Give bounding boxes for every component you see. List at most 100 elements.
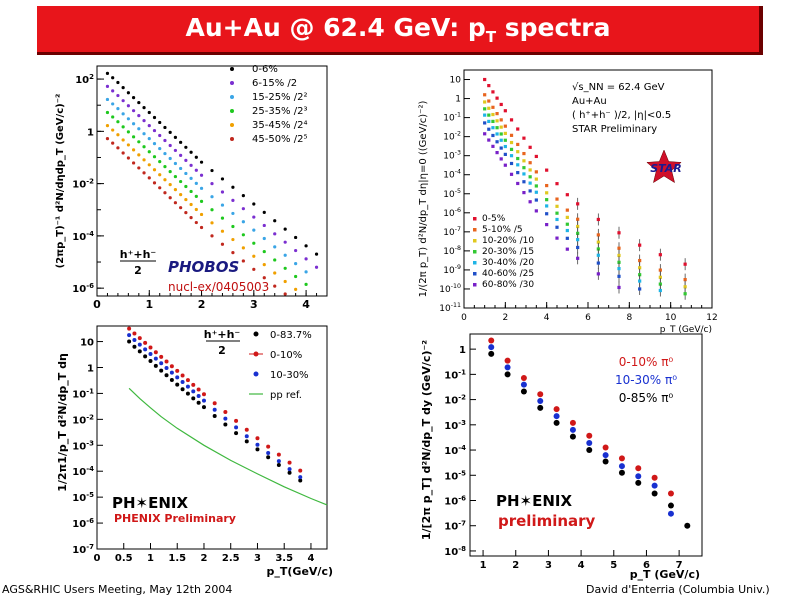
data-point — [241, 207, 245, 211]
x-tick-label: 8 — [626, 313, 632, 323]
legend-marker — [473, 250, 477, 254]
data-point — [528, 200, 532, 204]
data-point — [220, 203, 225, 207]
data-point — [534, 209, 538, 213]
y-axis-label: 1/(2π p_T) d²N/dp_T dη|η=0 ((GeV/c)⁻²) — [418, 101, 429, 298]
data-point — [516, 163, 520, 167]
data-point — [266, 455, 271, 460]
x-axis-label: p_T(GeV/c) — [267, 565, 333, 578]
data-point — [569, 419, 576, 426]
data-point — [499, 146, 503, 150]
data-point — [488, 344, 495, 351]
y-tick-label: 10-7 — [443, 226, 461, 238]
data-point — [148, 358, 153, 363]
data-point — [184, 184, 188, 189]
data-point — [520, 374, 527, 381]
data-point — [483, 100, 487, 104]
phenix-preliminary-label: PHENIX Preliminary — [114, 512, 236, 525]
data-point — [210, 234, 214, 238]
data-point — [298, 478, 303, 483]
data-point — [173, 201, 178, 205]
data-point — [241, 220, 245, 224]
data-point — [126, 91, 130, 95]
hh-label-den: 2 — [218, 344, 226, 357]
data-point — [194, 194, 198, 199]
data-point — [127, 333, 132, 338]
data-point — [111, 128, 115, 132]
legend-marker — [230, 137, 234, 141]
data-point — [126, 104, 130, 108]
data-point — [522, 159, 526, 163]
data-point — [576, 224, 580, 229]
data-point — [194, 207, 198, 212]
legend-marker — [473, 261, 477, 265]
data-point — [545, 198, 549, 202]
data-point — [617, 231, 621, 235]
data-point — [528, 181, 532, 185]
data-point — [555, 182, 559, 186]
data-point — [638, 279, 642, 283]
data-point — [189, 215, 193, 220]
y-tick-label: 10-4 — [72, 465, 94, 478]
data-point — [223, 416, 228, 421]
data-point — [545, 191, 549, 195]
data-point — [147, 137, 151, 141]
x-tick-label: 4 — [307, 553, 314, 564]
x-tick-label: 2 — [502, 313, 508, 323]
data-point — [199, 173, 204, 177]
star-preliminary-label: STAR Preliminary — [572, 124, 657, 135]
data-point — [509, 154, 514, 158]
legend-marker — [230, 123, 234, 127]
energy-label: √s_NN = 62.4 GeV — [572, 82, 665, 93]
data-point — [111, 102, 115, 106]
data-point — [212, 407, 217, 412]
data-point — [142, 145, 146, 149]
y-tick-label: 10-7 — [444, 520, 466, 533]
x-tick-label: 1 — [480, 560, 487, 571]
data-point — [142, 132, 146, 136]
data-point — [534, 184, 538, 188]
x-tick-label: 0 — [461, 313, 467, 323]
data-point — [537, 397, 544, 404]
data-point — [273, 219, 277, 223]
data-point — [116, 93, 120, 98]
data-point — [545, 183, 549, 188]
data-point — [499, 157, 503, 161]
data-point — [121, 138, 125, 142]
data-point — [586, 440, 593, 447]
data-point — [223, 422, 228, 427]
data-point — [137, 127, 141, 131]
data-point — [262, 210, 266, 214]
star-logo-icon — [646, 149, 682, 184]
data-point — [314, 265, 319, 269]
data-point — [283, 266, 287, 270]
data-point — [273, 271, 277, 275]
star-logo-text: STAR — [650, 162, 682, 175]
data-point — [684, 522, 691, 529]
data-point — [131, 161, 136, 165]
data-point — [121, 112, 125, 116]
data-point — [491, 126, 495, 130]
data-point — [596, 247, 600, 251]
data-point — [152, 115, 157, 120]
data-point — [553, 419, 560, 426]
data-point — [555, 197, 559, 201]
data-point — [148, 352, 153, 357]
x-tick-label: 5 — [610, 560, 617, 571]
data-point — [283, 292, 287, 296]
data-point — [153, 363, 158, 368]
data-point — [565, 228, 569, 233]
x-tick-label: 1 — [145, 298, 153, 311]
data-point — [175, 382, 180, 387]
data-point — [483, 113, 487, 117]
data-point — [143, 340, 148, 345]
data-point — [234, 431, 239, 436]
data-point — [126, 156, 130, 160]
data-point — [516, 171, 520, 175]
legend-label: 10-30% π⁰ — [615, 373, 677, 387]
data-point — [199, 199, 204, 203]
data-point — [266, 444, 271, 449]
y-tick-label: 10-4 — [444, 444, 466, 457]
x-tick-label: 2 — [198, 298, 206, 311]
data-point — [294, 248, 298, 253]
